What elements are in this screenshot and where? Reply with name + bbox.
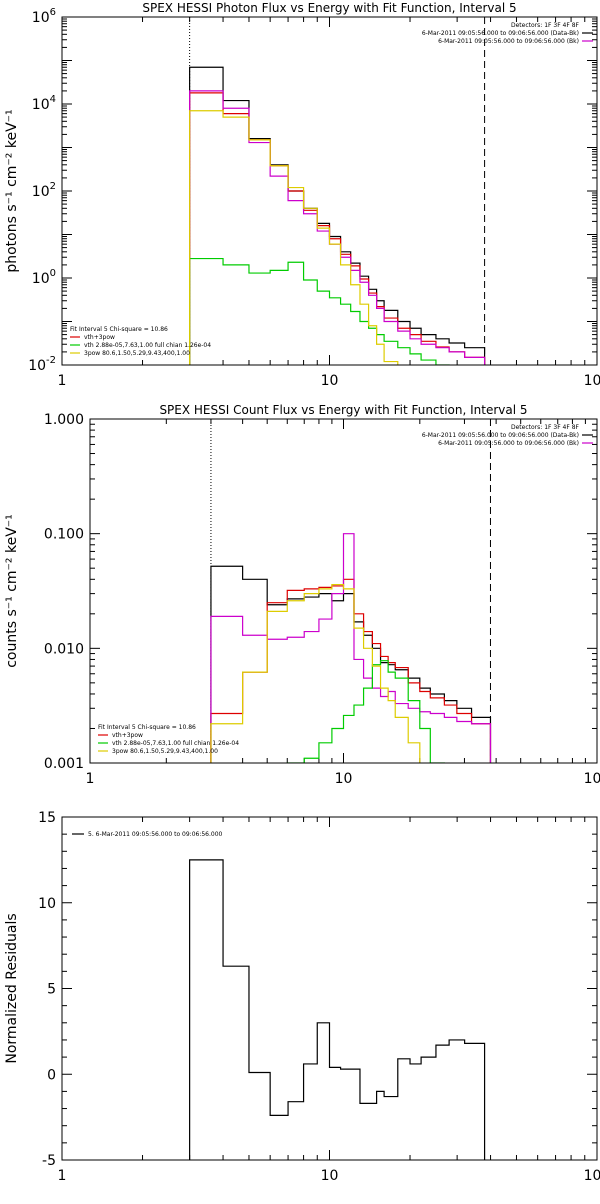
y-tick-label: 100	[32, 268, 56, 287]
series-group	[189, 859, 486, 1160]
y-axis-ticks: -5 0 5 10 15	[38, 810, 597, 1169]
plot-frame	[61, 816, 598, 1161]
y-tick-label: 104	[32, 94, 56, 113]
legend-entry: vth 2.88e-05,7.63,1.00 full chian 1.26e-…	[112, 740, 239, 747]
y-tick-label: 10	[38, 896, 56, 912]
y-axis-label: Normalized Residuals	[4, 913, 20, 1063]
legend-top-right: Detectors: 1F 3F 4F 8F6-Mar-2011 09:05:5…	[422, 424, 593, 447]
y-tick-label: 15	[38, 810, 56, 826]
legend-header: Detectors: 1F 3F 4F 8F	[511, 424, 580, 431]
x-tick-label: 1	[86, 771, 95, 787]
chart-3: Normalized Residuals 1 10 100 -5 0 5 10 15 5. 6-M…	[4, 810, 600, 1184]
y-tick-label: 10-2	[28, 355, 56, 374]
y-tick-label: 0.001	[44, 756, 84, 772]
y-axis-ticks: 0.001 0.010 0.100 1.000	[44, 412, 597, 772]
legend-entry: 5. 6-Mar-2011 09:05:56.000 to 09:06:56.0…	[88, 831, 223, 838]
y-tick-label: 5	[47, 982, 56, 998]
y-tick-label: 106	[32, 7, 56, 26]
legend-bottom-left: Fit Interval 5 Chi-square = 10.86vth+3po…	[70, 326, 211, 357]
plot-frame	[89, 418, 598, 764]
x-axis-ticks: 1 10 100	[58, 17, 600, 389]
series-line-2	[210, 578, 492, 763]
legend-entry: vth 2.88e-05,7.63,1.00 full chian 1.26e-…	[84, 342, 211, 349]
chart-title: SPEX HESSI Photon Flux vs Energy with Fi…	[142, 1, 516, 15]
legend-entry: 6-Mar-2011 09:05:56.000 to 09:06:56.000 …	[438, 38, 579, 45]
x-tick-label: 100	[584, 373, 600, 389]
series-group	[210, 533, 492, 763]
series-line-3	[189, 90, 486, 365]
legend-header: Fit Interval 5 Chi-square = 10.86	[70, 326, 168, 333]
legend-entry: 6-Mar-2011 09:05:56.000 to 09:06:56.000 …	[422, 30, 579, 37]
legend-entry: 3pow 80.6,1.50,5.29,9.43,400,1.00	[112, 748, 218, 755]
legend-top-right: Detectors: 1F 3F 4F 8F6-Mar-2011 09:05:5…	[422, 22, 593, 45]
x-axis-ticks: 1 10 100	[86, 419, 600, 787]
y-axis-label: counts s⁻¹ cm⁻² keV⁻¹	[4, 514, 20, 668]
x-tick-label: 10	[335, 771, 353, 787]
legend-entry: 6-Mar-2011 09:05:56.000 to 09:06:56.000 …	[438, 440, 579, 447]
legend-entry: 6-Mar-2011 09:05:56.000 to 09:06:56.000 …	[422, 432, 579, 439]
series-group	[189, 66, 486, 365]
series-line-4	[286, 660, 445, 763]
chart-title: SPEX HESSI Count Flux vs Energy with Fit…	[159, 403, 527, 417]
y-axis-ticks: 10-2 100 102 104 106	[28, 7, 597, 374]
y-tick-label: -5	[42, 1153, 56, 1169]
x-tick-label: 10	[321, 373, 339, 389]
x-tick-label: 10	[321, 1168, 339, 1184]
x-tick-label: 1	[58, 373, 67, 389]
x-tick-label: 1	[58, 1168, 67, 1184]
series-line-1	[210, 565, 492, 763]
series-line-5	[189, 110, 399, 365]
legend-entry: vth+3pow	[84, 334, 115, 341]
legend-bottom-left: Fit Interval 5 Chi-square = 10.86vth+3po…	[98, 724, 239, 755]
legend-header: Detectors: 1F 3F 4F 8F	[511, 22, 580, 29]
y-axis-label: photons s⁻¹ cm⁻² keV⁻¹	[4, 109, 20, 272]
plot-frame	[61, 16, 598, 366]
y-tick-label: 0.010	[44, 641, 84, 657]
legend-header: Fit Interval 5 Chi-square = 10.86	[98, 724, 196, 731]
series-line-2	[189, 92, 486, 365]
series-line-1	[189, 859, 486, 1160]
x-tick-label: 100	[584, 1168, 600, 1184]
series-line-4	[189, 257, 450, 365]
y-tick-label: 0	[47, 1067, 56, 1083]
x-axis-ticks: 1 10 100	[58, 817, 600, 1184]
chart-2: SPEX HESSI Count Flux vs Energy with Fit…	[4, 403, 600, 787]
chart-1: SPEX HESSI Photon Flux vs Energy with Fi…	[4, 1, 600, 389]
y-tick-label: 102	[32, 181, 56, 200]
series-line-5	[210, 583, 421, 763]
legend-entry: 3pow 80.6,1.50,5.29,9.43,400,1.00	[84, 350, 190, 357]
legend-entry: vth+3pow	[112, 732, 143, 739]
y-tick-label: 0.100	[44, 527, 84, 543]
legend-top-left: 5. 6-Mar-2011 09:05:56.000 to 09:06:56.0…	[72, 831, 223, 838]
x-tick-label: 100	[584, 771, 600, 787]
y-tick-label: 1.000	[44, 412, 84, 428]
series-line-1	[189, 66, 486, 365]
